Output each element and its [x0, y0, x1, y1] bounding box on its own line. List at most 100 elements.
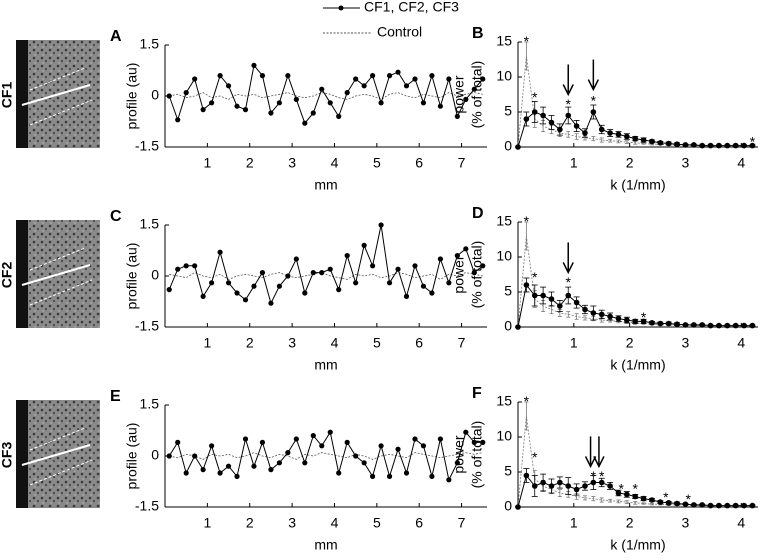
data-point: [420, 283, 427, 289]
data-point: [285, 450, 291, 456]
image-label: CF2: [0, 262, 15, 289]
data-point: [632, 493, 639, 500]
data-point: [183, 90, 189, 96]
data-point: [691, 322, 697, 328]
arrow: [562, 64, 574, 97]
data-point: [344, 90, 350, 96]
data-point: [175, 266, 181, 272]
error-bar: [641, 502, 646, 505]
data-point: [166, 287, 172, 293]
x-axis-label: k (1/mm): [610, 357, 665, 373]
data-point: [192, 76, 198, 82]
x-tick-label: 5: [373, 515, 381, 531]
data-line: [168, 224, 484, 305]
x-axis-label: k (1/mm): [610, 537, 665, 553]
image-line: [29, 99, 93, 126]
data-point: [378, 222, 384, 228]
data-point: [336, 287, 342, 293]
data-point: [707, 142, 714, 149]
error-bar: [591, 496, 596, 502]
data-point: [234, 473, 240, 479]
image-line: [21, 444, 91, 466]
image-line: [29, 459, 93, 486]
error-bar: [608, 138, 613, 143]
data-point: [412, 436, 418, 442]
data-point: [463, 96, 469, 102]
data-point: [632, 135, 639, 142]
data-point: [454, 253, 460, 259]
arrow: [587, 59, 600, 92]
data-point: [259, 73, 266, 79]
data-point: [336, 113, 342, 119]
y-tick-label: 1.5: [140, 216, 160, 232]
data-point: [523, 472, 530, 479]
significance-star: *: [532, 89, 538, 105]
significance-star: *: [599, 468, 605, 484]
data-point: [200, 293, 206, 299]
error-bar: [649, 503, 654, 506]
y-tick-label: 15: [496, 33, 512, 49]
error-bar: [574, 313, 579, 320]
panel: A 1.5 0 -1.5 1 2 3 4 5 6 7 mm profile (au): [110, 28, 487, 193]
data-point: [557, 303, 563, 309]
data-point: [540, 479, 546, 486]
y-axis-label: (% of total): [469, 61, 485, 129]
panel-letter: A: [110, 28, 122, 45]
data-point: [582, 306, 588, 313]
data-point: [640, 495, 647, 502]
x-tick-label: 3: [682, 155, 690, 171]
data-point: [471, 86, 477, 92]
data-point: [395, 69, 401, 75]
data-point: [515, 144, 521, 150]
data-point: [463, 246, 469, 252]
data-point: [446, 76, 452, 82]
arrow: [593, 436, 605, 469]
error-bar: [624, 500, 629, 504]
panel: D 0 5 10 15 1 2 3 4 k (1/mm) power (% of total) * * * *: [451, 205, 758, 373]
x-tick-label: 5: [373, 155, 381, 171]
significance-star: *: [524, 33, 530, 49]
data-point: [741, 502, 747, 509]
x-tick-label: 1: [203, 155, 211, 171]
x-tick-label: 3: [288, 515, 296, 531]
data-point: [624, 491, 630, 498]
data-point: [515, 324, 521, 330]
data-point: [200, 467, 206, 473]
image-edge: [16, 220, 28, 328]
data-point: [302, 120, 308, 126]
data-point: [531, 109, 538, 115]
data-point: [175, 117, 181, 123]
data-point: [674, 500, 680, 507]
data-point: [582, 130, 588, 136]
data-point: [573, 299, 580, 306]
data-point: [446, 280, 452, 286]
y-axis-label: power: [451, 255, 467, 293]
significance-star: *: [641, 309, 647, 325]
y-tick-label: 10: [496, 428, 512, 444]
significance-star: *: [686, 491, 692, 507]
data-point: [242, 297, 249, 303]
data-point: [302, 460, 308, 466]
data-point: [370, 473, 376, 479]
arrow-head: [593, 456, 605, 469]
x-tick-label: 1: [570, 335, 578, 351]
error-bar: [557, 489, 562, 497]
data-point: [590, 310, 597, 316]
panel-letter: E: [110, 388, 121, 405]
panel: B 0 5 10 15 1 2 3 4 k (1/mm) power (% of total) * * * *…: [451, 25, 758, 193]
image-label: CF1: [0, 82, 15, 109]
data-point: [598, 126, 605, 133]
data-point: [732, 502, 739, 509]
arrow-head: [587, 79, 600, 92]
data-point: [657, 140, 664, 146]
panel: E 1.5 0 -1.5 1 2 3 4 5 6 7 mm profile (au): [110, 388, 487, 553]
data-point: [480, 263, 486, 269]
x-tick-label: 4: [737, 335, 745, 351]
data-point: [209, 100, 215, 106]
significance-star: *: [591, 468, 597, 484]
error-bar: [566, 311, 571, 318]
data-point: [624, 133, 630, 140]
y-tick-label: 5: [504, 283, 512, 299]
data-point: [386, 280, 393, 286]
data-point: [573, 486, 580, 493]
